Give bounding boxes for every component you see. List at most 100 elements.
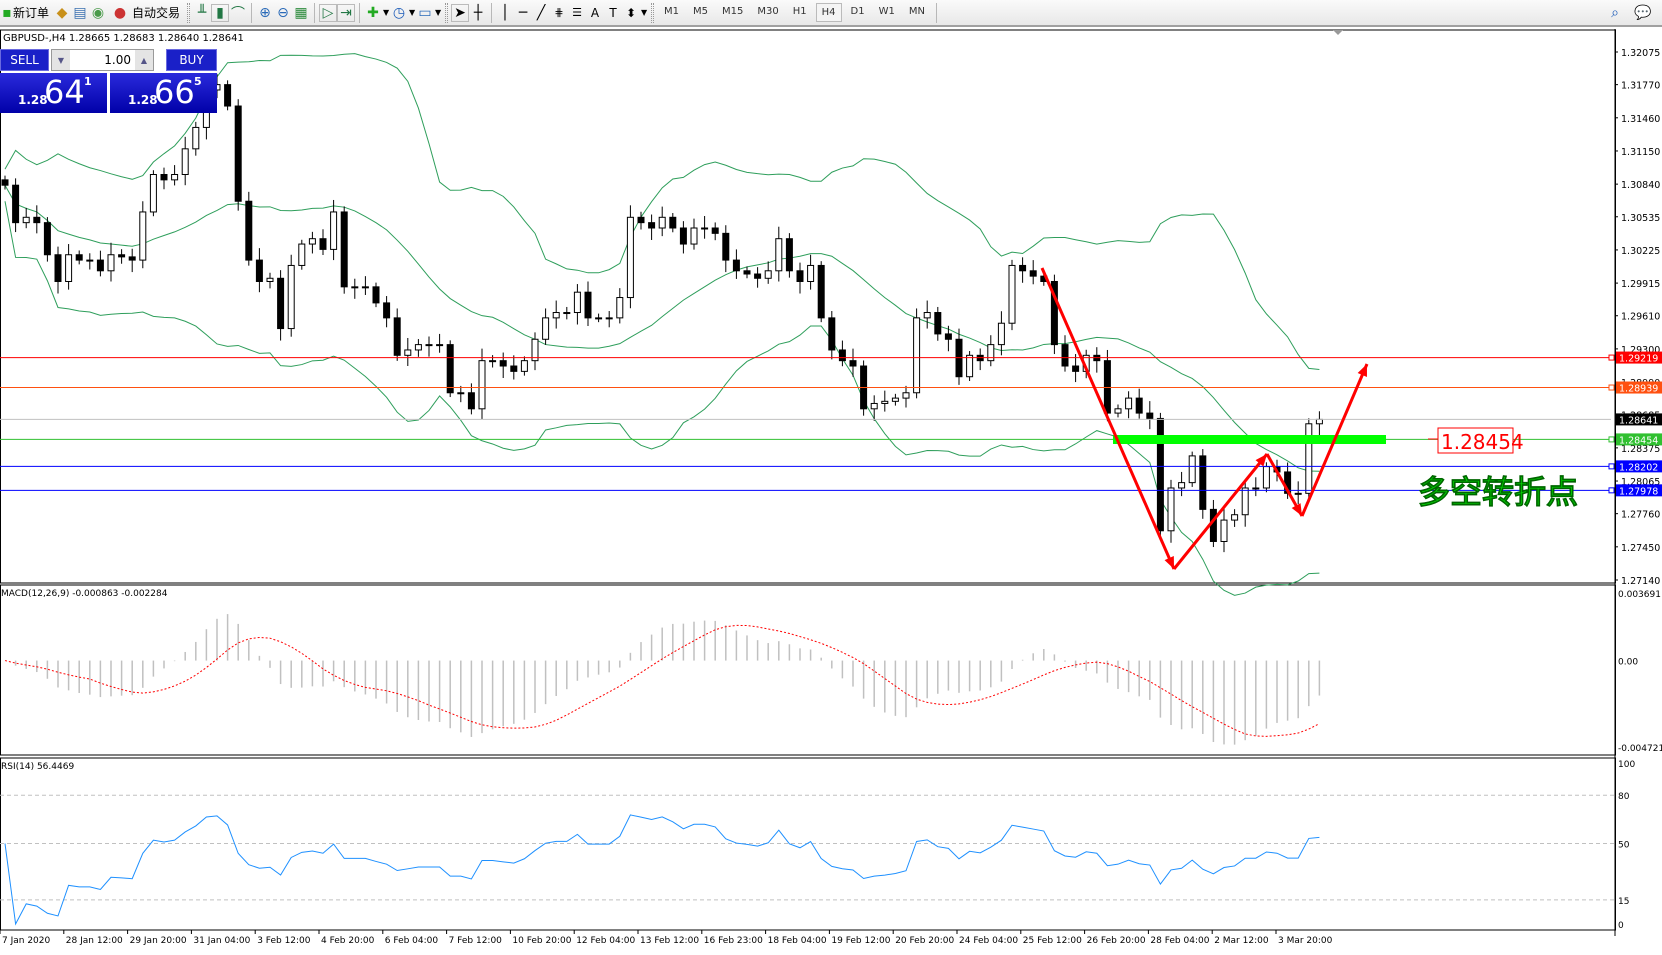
text-label-icon[interactable]: T xyxy=(609,5,617,20)
candle-bearish xyxy=(1209,508,1217,542)
zoom-out-icon[interactable]: ⊖ xyxy=(277,4,289,21)
chat-icon[interactable]: 💬 xyxy=(1634,4,1652,21)
fibonacci-icon[interactable]: ☰ xyxy=(572,6,582,19)
rsi-axis-label: 80 xyxy=(1618,792,1630,802)
price-axis-label: 1.30225 xyxy=(1621,246,1660,257)
price-tag xyxy=(1616,433,1662,446)
sell-price[interactable]: 1.28 64 1 xyxy=(0,73,107,113)
chart-canvas[interactable]: GBPUSD-,H4 1.28665 1.28683 1.28640 1.286… xyxy=(0,29,1662,951)
toolbar-grip[interactable] xyxy=(651,2,655,23)
increase-lot-icon[interactable]: ▲ xyxy=(135,50,153,70)
vertical-line-icon[interactable]: │ xyxy=(500,4,510,21)
horizontal-line-icon[interactable]: ─ xyxy=(518,4,528,21)
lot-size-field[interactable]: ▼ 1.00 ▲ xyxy=(51,49,154,71)
zoom-in-icon[interactable]: ⊕ xyxy=(259,4,271,21)
price-axis-label: 1.31770 xyxy=(1621,81,1660,92)
candle-bullish xyxy=(287,264,295,330)
trend-arrow-segment xyxy=(1300,363,1369,517)
signals-icon[interactable]: ◉ xyxy=(91,4,105,21)
candle-bearish xyxy=(1029,270,1037,277)
toolbar-grip[interactable] xyxy=(187,2,191,23)
lot-size-value[interactable]: 1.00 xyxy=(104,53,131,67)
crosshair-icon[interactable]: ┼ xyxy=(473,4,483,21)
candle-bearish xyxy=(796,270,804,282)
indicators-icon[interactable]: ✚ xyxy=(367,4,379,21)
candle-bullish xyxy=(701,227,709,230)
time-axis-label: 12 Feb 04:00 xyxy=(576,936,635,946)
timeframe-bar: M1 M5 M15 M30 H1 H4 D1 W1 MN xyxy=(657,3,932,22)
time-axis-label: 28 Jan 12:00 xyxy=(66,936,123,946)
candle-bearish xyxy=(679,227,687,245)
toolbar-grip[interactable] xyxy=(445,2,449,23)
price-tag xyxy=(1616,413,1662,426)
macd-signal-line xyxy=(4,624,1320,737)
decrease-lot-icon[interactable]: ▼ xyxy=(52,50,70,70)
search-icon[interactable]: ⌕ xyxy=(1611,4,1619,21)
buy-button[interactable]: BUY xyxy=(166,49,217,71)
auto-trading-button[interactable]: ● 自动交易 xyxy=(107,1,184,25)
sell-button[interactable]: SELL xyxy=(0,49,49,71)
level-label: 1.28454 xyxy=(1441,430,1524,454)
price-tag-label: 1.29219 xyxy=(1619,354,1658,365)
timeframe-m30[interactable]: M30 xyxy=(757,6,779,17)
arrows-icon[interactable]: ⬍ xyxy=(626,5,637,20)
main-panel-frame xyxy=(0,29,1616,584)
buy-price-prefix: 1.28 xyxy=(128,93,158,107)
line-chart-icon[interactable]: ⌒ xyxy=(231,5,246,22)
candle-bearish xyxy=(372,286,380,304)
candle-bullish xyxy=(192,126,200,150)
candle-bullish xyxy=(86,259,94,262)
price-axis-label: 1.27760 xyxy=(1621,510,1660,521)
timeframe-m15[interactable]: M15 xyxy=(722,6,744,17)
time-axis-label: 26 Feb 20:00 xyxy=(1087,936,1146,946)
timeframe-m5[interactable]: M5 xyxy=(693,6,709,17)
candlestick-icon[interactable]: ▮ xyxy=(211,3,230,22)
candle-bullish xyxy=(552,312,560,319)
timeframe-mn[interactable]: MN xyxy=(908,6,925,17)
chart-window[interactable]: GBPUSD-,H4 1.28665 1.28683 1.28640 1.286… xyxy=(0,29,1662,951)
candle-bullish xyxy=(1008,264,1016,324)
candle-bullish xyxy=(457,392,465,395)
candle-bullish xyxy=(1252,487,1260,490)
candle-bullish xyxy=(1241,487,1249,516)
timeframe-w1[interactable]: W1 xyxy=(878,6,895,17)
price-axis-label: 1.27450 xyxy=(1621,543,1660,554)
buy-price-fraction: 5 xyxy=(194,75,202,88)
timeframe-d1[interactable]: D1 xyxy=(850,6,865,17)
timeframe-h1[interactable]: H1 xyxy=(792,6,807,17)
timeframe-h4[interactable]: H4 xyxy=(815,3,842,22)
candle-bullish xyxy=(1125,397,1133,410)
candle-bullish xyxy=(690,227,698,245)
candle-bearish xyxy=(722,232,730,261)
new-order-label: 新订单 xyxy=(13,6,50,20)
candle-bearish xyxy=(43,222,51,256)
dropdown-icon[interactable]: ▼ xyxy=(434,8,442,17)
trendline-icon[interactable]: ╱ xyxy=(536,4,546,21)
chart-shift-icon[interactable]: ⇥ xyxy=(337,3,356,22)
server-icon[interactable]: ▤ xyxy=(73,4,87,21)
history-center-icon[interactable]: ◆ xyxy=(56,4,68,21)
price-tag-label: 1.28454 xyxy=(1619,435,1658,446)
periods-icon[interactable]: ◷ xyxy=(392,4,406,21)
auto-scroll-icon[interactable]: ▷ xyxy=(319,3,338,22)
time-axis-label: 3 Feb 12:00 xyxy=(257,936,311,946)
price-tag-label: 1.27978 xyxy=(1619,486,1658,497)
new-order-button[interactable]: ▪ 新订单 xyxy=(0,1,53,25)
cursor-icon[interactable]: ➤ xyxy=(451,3,470,22)
dropdown-icon[interactable]: ▼ xyxy=(408,8,416,17)
time-axis-label: 7 Feb 12:00 xyxy=(449,936,503,946)
timeframe-m1[interactable]: M1 xyxy=(664,6,680,17)
candle-bullish xyxy=(425,344,433,347)
candle-bullish xyxy=(65,254,73,282)
buy-price[interactable]: 1.28 66 5 xyxy=(110,73,217,113)
tile-windows-icon[interactable]: ▦ xyxy=(294,4,308,21)
dropdown-icon[interactable]: ▼ xyxy=(382,8,390,17)
macd-axis-label: 0.00 xyxy=(1618,658,1638,668)
dropdown-icon[interactable]: ▼ xyxy=(640,8,648,17)
equidistant-channel-icon[interactable]: ⋕ xyxy=(554,6,564,19)
candle-bearish xyxy=(828,317,836,351)
text-icon[interactable]: A xyxy=(590,5,600,20)
candle-bullish xyxy=(181,148,189,176)
bar-chart-icon[interactable]: ╨ xyxy=(197,4,207,21)
templates-icon[interactable]: ▭ xyxy=(418,4,432,21)
